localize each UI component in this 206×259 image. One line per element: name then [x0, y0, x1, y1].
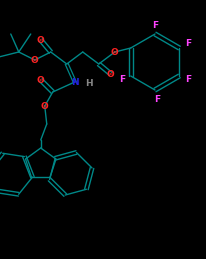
Text: N: N — [71, 77, 78, 87]
Text: F: F — [118, 75, 124, 83]
Text: F: F — [153, 95, 159, 104]
Text: O: O — [31, 55, 39, 64]
Text: O: O — [110, 47, 118, 56]
Text: O: O — [37, 35, 44, 45]
Text: O: O — [37, 76, 44, 84]
Text: F: F — [151, 20, 157, 30]
Text: F: F — [184, 75, 190, 83]
Text: O: O — [106, 69, 114, 78]
Text: O: O — [41, 102, 48, 111]
Text: H: H — [84, 78, 92, 88]
Text: F: F — [184, 39, 190, 47]
